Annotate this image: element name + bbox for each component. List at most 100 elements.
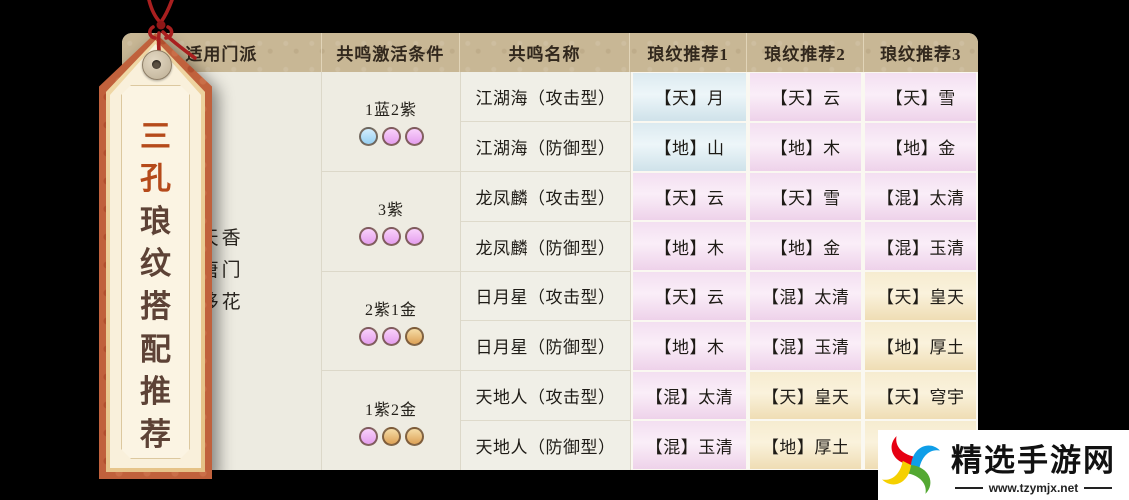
site-url: www.tzymjx.net	[955, 481, 1113, 495]
column-header: 琅纹推荐1	[630, 33, 748, 72]
recommendation-cell: 【混】太清	[748, 271, 864, 321]
condition-label: 2紫1金	[365, 301, 418, 319]
slot-dot-purple-icon	[381, 227, 401, 247]
site-logo-pinwheel-icon	[882, 436, 940, 494]
recommendation-value: 【天】云	[633, 272, 746, 320]
tag-title-char: 配	[140, 331, 171, 367]
tag-title-char: 推	[140, 374, 171, 410]
recommendation-cell: 【地】金	[863, 122, 978, 172]
condition-label: 1蓝2紫	[365, 102, 418, 120]
resonance-name-cell: 日月星（防御型）	[460, 321, 631, 372]
recommendation-value: 【天】雪	[865, 73, 976, 121]
title-tag: 三孔琅纹搭配推荐	[99, 33, 212, 479]
slot-dot-gold-icon	[404, 326, 424, 346]
resonance-name-cell: 日月星（攻击型）	[460, 272, 631, 322]
slot-dots	[358, 227, 424, 247]
condition-label: 3紫	[378, 202, 405, 220]
recommendation-cell: 【天】皇天	[863, 271, 978, 321]
slot-dots	[358, 326, 424, 346]
recommendation-value: 【天】皇天	[749, 371, 862, 420]
recommendation-value: 【地】山	[633, 122, 746, 171]
resonance-name-cell: 天地人（攻击型）	[460, 371, 631, 422]
slot-dot-purple-icon	[358, 227, 378, 247]
slot-dot-gold-icon	[381, 426, 401, 446]
recommendation-cell: 【地】厚土	[748, 420, 864, 470]
activation-condition-cell: 3紫	[322, 172, 460, 272]
recommendation-cell: 【天】雪	[863, 72, 978, 122]
column-header: 共鸣激活条件	[322, 33, 461, 72]
tag-title-char: 搭	[140, 289, 171, 324]
table-header-row: 适用门派 共鸣激活条件 共鸣名称 琅纹推荐1 琅纹推荐2 琅纹推荐3	[122, 33, 978, 72]
slot-dot-blue-icon	[358, 127, 378, 147]
column-header: 琅纹推荐2	[747, 33, 864, 72]
resonance-name-cell: 江湖海（攻击型）	[460, 72, 631, 122]
recommendation-cell: 【地】厚土	[863, 321, 978, 371]
recommendation-value: 【天】云	[633, 172, 746, 221]
recommendation-cell: 【混】玉清	[748, 321, 864, 371]
column-header: 适用门派	[122, 33, 322, 72]
recommendation-value: 【地】金	[749, 222, 862, 270]
tag-title-vertical-text: 三孔琅纹搭配推荐	[99, 103, 212, 469]
recommendation-cell: 【地】木	[748, 122, 864, 172]
recommendation-value: 【地】木	[633, 321, 746, 370]
slot-dot-purple-icon	[404, 227, 424, 247]
string-knot	[156, 20, 166, 30]
recommendation-cell: 【地】木	[631, 321, 748, 371]
site-name: 精选手游网	[951, 443, 1116, 478]
recommendation-column-1: 【天】月 【地】山 【天】云 【地】木 【天】云 【地】木 【混】太清 【混】玉清	[631, 72, 748, 470]
slot-dot-purple-icon	[381, 127, 401, 147]
recommendation-value: 【天】月	[633, 73, 746, 121]
slot-dot-gold-icon	[404, 426, 424, 446]
recommendation-cell: 【天】云	[748, 72, 864, 122]
recommendation-cell: 【天】雪	[748, 172, 864, 222]
recommendation-value: 【混】玉清	[865, 222, 976, 270]
tag-title-char: 三	[140, 118, 171, 154]
resonance-name-cell: 龙凤麟（防御型）	[460, 222, 631, 272]
tag-inner-frame	[121, 85, 190, 459]
recommendation-column-3: 【天】雪 【地】金 【混】太清 【混】玉清 【天】皇天 【地】厚土 【天】穹宇	[863, 72, 978, 470]
recommendation-cell: 【混】玉清	[863, 221, 978, 271]
tag-title-char: 孔	[140, 161, 171, 197]
recommendation-cell: 【天】云	[631, 172, 748, 222]
column-header: 共鸣名称	[460, 33, 631, 72]
resonance-name-column: 江湖海（攻击型） 江湖海（防御型） 龙凤麟（攻击型） 龙凤麟（防御型） 日月星（攻击型）…	[460, 72, 632, 470]
recommendation-value: 【地】木	[749, 122, 862, 171]
tag-title-char: 荐	[140, 416, 171, 452]
resonance-name-cell: 龙凤麟（攻击型）	[460, 172, 631, 222]
slot-dot-purple-icon	[404, 127, 424, 147]
slot-dot-purple-icon	[358, 326, 378, 346]
recommendation-cell: 【混】太清	[863, 172, 978, 222]
recommendation-value: 【天】皇天	[865, 272, 976, 320]
tag-title-char: 纹	[140, 246, 171, 282]
guide-table-card: 适用门派 共鸣激活条件 共鸣名称 琅纹推荐1 琅纹推荐2 琅纹推荐3 天香 唐门 移花 1蓝2…	[122, 33, 978, 470]
tag-grommet-icon	[142, 50, 172, 80]
recommendation-value: 【地】木	[633, 222, 746, 270]
recommendation-cell: 【混】玉清	[631, 420, 748, 470]
recommendation-column-2: 【天】云 【地】木 【天】雪 【地】金 【混】太清 【混】玉清 【天】皇天 【地】厚土	[747, 72, 864, 470]
recommendation-value: 【地】厚土	[749, 421, 862, 469]
activation-condition-column: 1蓝2紫 3紫 2紫1金 1紫2金	[322, 72, 461, 470]
resonance-name-cell: 江湖海（防御型）	[460, 122, 631, 172]
recommendation-cell: 【地】木	[631, 221, 748, 271]
recommendation-value: 【天】云	[749, 73, 862, 121]
condition-label: 1紫2金	[365, 401, 418, 419]
slot-dots	[358, 127, 424, 147]
recommendation-cell: 【天】皇天	[748, 371, 864, 421]
slot-dots	[358, 426, 424, 446]
column-header: 琅纹推荐3	[880, 45, 962, 64]
recommendation-value: 【混】太清	[633, 371, 746, 420]
activation-condition-cell: 2紫1金	[322, 272, 460, 372]
site-watermark: 精选手游网 www.tzymjx.net	[878, 430, 1129, 500]
tag-title-char: 琅	[140, 203, 171, 239]
recommendation-cell: 【天】月	[631, 72, 748, 122]
recommendation-value: 【地】厚土	[865, 321, 976, 370]
recommendation-value: 【地】金	[865, 122, 976, 171]
recommendation-value: 【天】雪	[749, 172, 862, 221]
activation-condition-cell: 1紫2金	[322, 371, 460, 470]
activation-condition-cell: 1蓝2紫	[322, 72, 460, 172]
slot-dot-purple-icon	[358, 426, 378, 446]
recommendation-value: 【混】玉清	[749, 321, 862, 370]
resonance-name-cell: 天地人（防御型）	[475, 438, 616, 458]
recommendation-cell: 【地】山	[631, 122, 748, 172]
